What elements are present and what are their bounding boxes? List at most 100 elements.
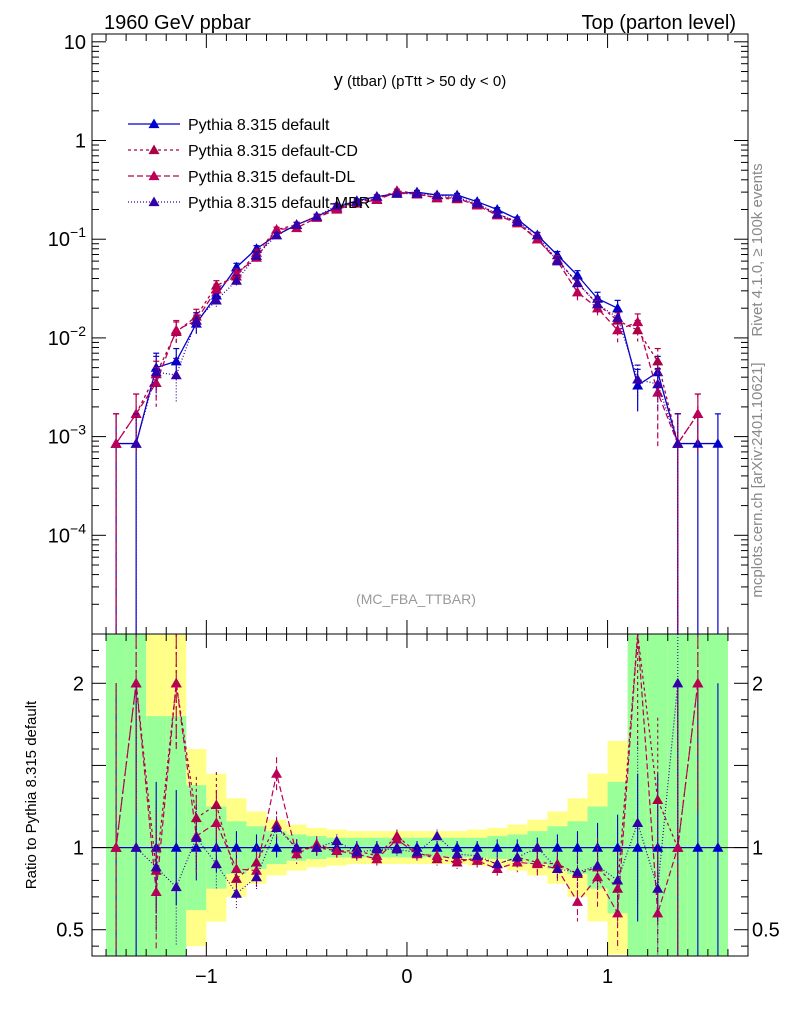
ratio-point bbox=[712, 842, 724, 852]
ratio-point bbox=[511, 851, 523, 862]
ratio-panel: −1 0 1 2 2 1 1 0.5 0.5 Ratio to Pythia 8.315 def… bbox=[23, 633, 780, 988]
data-point bbox=[210, 294, 222, 305]
ratio-frame bbox=[91, 633, 749, 957]
data-point bbox=[672, 438, 684, 448]
data-point bbox=[311, 210, 323, 221]
y-tick-base: 10 bbox=[48, 427, 70, 449]
ratio-point bbox=[371, 853, 383, 864]
data-point bbox=[391, 188, 403, 198]
ratio-point bbox=[431, 842, 443, 852]
mcplots-label: mcplots.cern.ch [arXiv:2401.10621] bbox=[749, 362, 766, 597]
ratio-y-label-right: 2 bbox=[752, 673, 763, 695]
header-right: Top (parton level) bbox=[581, 12, 736, 34]
ratio-point bbox=[652, 883, 664, 893]
ratio-point bbox=[652, 794, 664, 805]
data-point bbox=[632, 373, 644, 384]
ratio-point bbox=[230, 888, 242, 898]
ratio-point bbox=[210, 817, 222, 828]
ratio-point bbox=[692, 677, 704, 688]
ratio-point bbox=[451, 853, 463, 864]
ratio-point bbox=[110, 842, 122, 852]
ratio-point bbox=[652, 907, 664, 918]
data-point bbox=[110, 438, 122, 448]
data-point bbox=[230, 275, 242, 285]
y-tick-base: 10 bbox=[48, 328, 70, 350]
ratio-point bbox=[672, 677, 684, 688]
y-tick-label: 10−4 bbox=[48, 520, 86, 547]
y-tick-label: 10 bbox=[64, 32, 86, 54]
ratio-point bbox=[210, 858, 222, 869]
ratio-point bbox=[551, 863, 563, 874]
y-tick-base: 10 bbox=[48, 525, 70, 547]
data-point bbox=[612, 312, 624, 322]
ratio-point bbox=[291, 842, 303, 852]
ratio-point bbox=[291, 848, 303, 859]
ratio-point bbox=[331, 845, 343, 855]
y-tick-exponent: −3 bbox=[70, 422, 86, 438]
ratio-point bbox=[311, 842, 323, 852]
ratio-point bbox=[612, 874, 624, 885]
x-tick-label: 1 bbox=[602, 966, 613, 988]
ratio-y-label-left: 0.5 bbox=[56, 920, 84, 942]
legend: Pythia 8.315 default Pythia 8.315 default… bbox=[128, 117, 370, 212]
data-point bbox=[652, 355, 664, 366]
data-point bbox=[291, 219, 303, 229]
ratio-point bbox=[672, 842, 684, 852]
data-point bbox=[632, 316, 644, 327]
y-tick-exponent: −1 bbox=[70, 224, 86, 240]
ratio-point bbox=[571, 842, 583, 852]
ratio-point bbox=[692, 842, 704, 852]
ratio-point bbox=[652, 842, 664, 852]
data-point bbox=[511, 216, 523, 226]
y-tick-base: 10 bbox=[48, 229, 70, 251]
ratio-point bbox=[531, 842, 543, 852]
ratio-point bbox=[451, 848, 463, 859]
y-tick-exponent: −4 bbox=[70, 520, 86, 536]
y-tick-label: 10−1 bbox=[48, 224, 86, 251]
ratio-point bbox=[391, 833, 403, 844]
ratio-point bbox=[130, 842, 142, 852]
data-point bbox=[551, 255, 563, 266]
ratio-y-label-right: 1 bbox=[752, 838, 763, 860]
y-tick-base: 10 bbox=[64, 32, 86, 54]
legend-label: Pythia 8.315 default-CD bbox=[188, 143, 358, 160]
ratio-point bbox=[571, 866, 583, 877]
ratio-point bbox=[170, 842, 182, 852]
ratio-point bbox=[471, 842, 483, 852]
main-data-layer bbox=[110, 185, 724, 634]
y-tick-base: 1 bbox=[75, 131, 86, 153]
data-point bbox=[210, 283, 222, 294]
ratio-point bbox=[150, 861, 162, 872]
ratio-point bbox=[351, 847, 363, 857]
data-point bbox=[531, 229, 543, 240]
data-point bbox=[712, 438, 724, 448]
ratio-y-label-left: 1 bbox=[73, 838, 84, 860]
ratio-point bbox=[471, 850, 483, 860]
ratio-point bbox=[491, 842, 503, 852]
ratio-point bbox=[230, 863, 242, 874]
data-point bbox=[170, 355, 182, 366]
x-tick-label: −1 bbox=[195, 966, 218, 988]
data-point bbox=[130, 438, 142, 448]
ratio-ylabel: Ratio to Pythia 8.315 default bbox=[23, 700, 40, 889]
ratio-point bbox=[251, 856, 263, 867]
legend-label: Pythia 8.315 default-DL bbox=[188, 169, 355, 186]
ratio-point bbox=[491, 858, 503, 869]
data-point bbox=[190, 315, 202, 325]
ratio-point bbox=[451, 842, 463, 852]
data-point bbox=[150, 377, 162, 388]
ratio-point bbox=[431, 830, 443, 841]
data-point bbox=[491, 208, 503, 219]
ratio-point bbox=[230, 842, 242, 852]
data-point bbox=[351, 196, 363, 206]
ratio-data-layer bbox=[92, 633, 748, 956]
legend-marker bbox=[148, 144, 160, 155]
legend-label: Pythia 8.315 default bbox=[188, 117, 330, 134]
legend-marker bbox=[148, 196, 160, 207]
data-point bbox=[411, 188, 423, 198]
data-point bbox=[271, 224, 283, 234]
ratio-point bbox=[592, 842, 604, 852]
